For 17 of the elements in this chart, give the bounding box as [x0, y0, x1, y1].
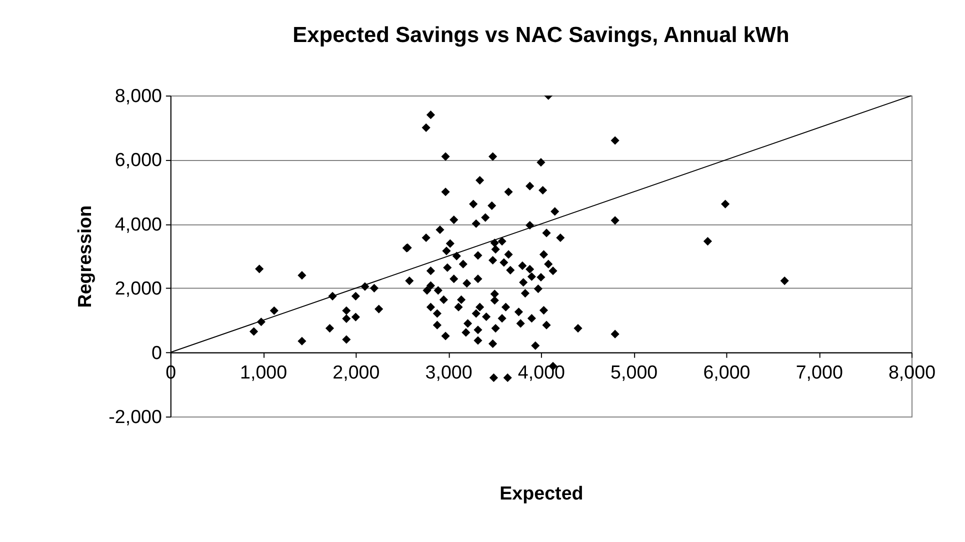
- x-tick-label: 5,000: [610, 362, 658, 383]
- y-axis-title: Regression: [74, 205, 95, 308]
- x-tick-label: 2,000: [332, 362, 380, 383]
- y-tick-label: 6,000: [114, 149, 162, 170]
- y-tick-label: 2,000: [114, 278, 162, 299]
- y-tick-label: 8,000: [114, 84, 162, 106]
- x-tick-label: 1,000: [240, 362, 288, 383]
- x-axis-title: Expected: [500, 482, 584, 504]
- x-tick-label: 4,000: [518, 362, 565, 383]
- x-tick-label: 8,000: [888, 362, 936, 383]
- y-tick-label: -2,000: [108, 406, 162, 428]
- x-tick-label: 3,000: [425, 362, 472, 383]
- x-tick-label: 6,000: [703, 362, 750, 383]
- y-tick-label: 4,000: [114, 213, 162, 234]
- y-tick-label: 0: [152, 342, 162, 363]
- chart-title: Expected Savings vs NAC Savings, Annual kWh: [292, 22, 790, 48]
- x-tick-label: 7,000: [796, 362, 843, 383]
